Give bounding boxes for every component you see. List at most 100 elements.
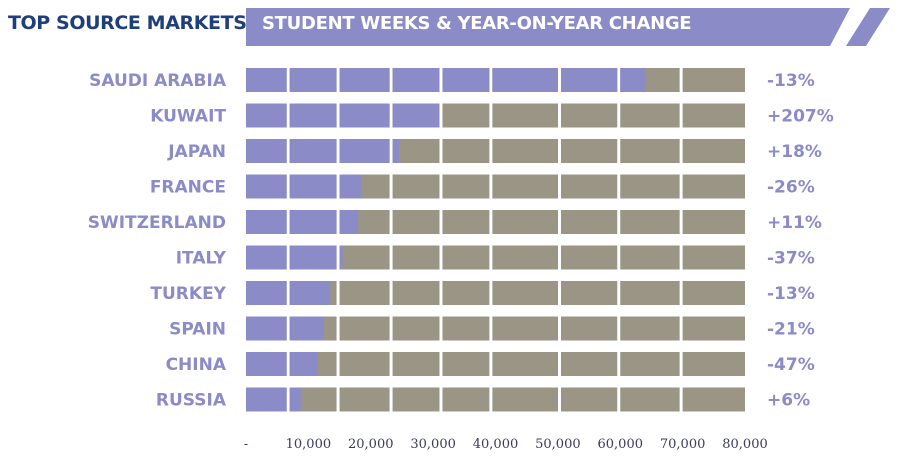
track-segment bbox=[682, 281, 745, 305]
x-tick-label: 30,000 bbox=[410, 437, 456, 452]
bar-segment bbox=[392, 68, 440, 92]
change-label: +207% bbox=[767, 107, 834, 127]
track-segment bbox=[392, 352, 440, 376]
track-segment bbox=[442, 174, 490, 199]
track-segment bbox=[492, 103, 558, 128]
track-segment bbox=[620, 245, 680, 270]
track-segment bbox=[560, 387, 618, 412]
track-segment bbox=[492, 387, 558, 412]
track-segment bbox=[442, 352, 490, 376]
track-segment bbox=[560, 281, 618, 305]
bar-segment bbox=[492, 68, 558, 92]
track-segment bbox=[442, 210, 490, 234]
change-label: -13% bbox=[767, 284, 815, 304]
change-label: -37% bbox=[767, 249, 815, 269]
track-segment bbox=[560, 210, 618, 234]
bar-segment bbox=[246, 316, 287, 341]
bar-segment bbox=[339, 210, 359, 234]
track-segment bbox=[620, 387, 680, 412]
x-tick-label: 80,000 bbox=[722, 437, 768, 452]
x-tick-label: - bbox=[244, 437, 248, 452]
category-label: JAPAN bbox=[167, 142, 226, 162]
bar-segment bbox=[246, 139, 287, 163]
title-banner bbox=[246, 8, 850, 46]
track-segment bbox=[492, 174, 558, 199]
track-segment bbox=[682, 68, 745, 92]
category-label: CHINA bbox=[166, 355, 227, 375]
track-segment bbox=[492, 281, 558, 305]
bar-segment bbox=[289, 68, 337, 92]
bar-segment bbox=[246, 68, 287, 92]
track-segment bbox=[492, 210, 558, 234]
track-segment bbox=[339, 352, 390, 376]
track-segment bbox=[682, 210, 745, 234]
track-segment bbox=[339, 387, 390, 412]
track-segment bbox=[392, 387, 440, 412]
bar-segment bbox=[392, 103, 440, 128]
track-segment bbox=[442, 387, 490, 412]
x-tick-label: 50,000 bbox=[535, 437, 581, 452]
change-label: +6% bbox=[767, 391, 810, 411]
track-segment bbox=[682, 103, 745, 128]
track-segment bbox=[442, 281, 490, 305]
bar-segment bbox=[392, 139, 399, 163]
track-segment bbox=[442, 103, 490, 128]
bar-segment bbox=[560, 68, 618, 92]
banner-slash-decoration bbox=[846, 8, 890, 46]
bar-segment bbox=[289, 103, 337, 128]
bar-segment bbox=[339, 139, 390, 163]
bar-segment bbox=[246, 103, 287, 128]
track-segment bbox=[339, 316, 390, 341]
category-label: ITALY bbox=[176, 249, 227, 269]
track-segment bbox=[492, 245, 558, 270]
track-segment bbox=[682, 387, 745, 412]
track-segment bbox=[442, 245, 490, 270]
track-segment bbox=[682, 174, 745, 199]
track-segment bbox=[392, 245, 440, 270]
track-segment bbox=[560, 316, 618, 341]
category-label: SAUDI ARABIA bbox=[89, 71, 227, 91]
track-segment bbox=[620, 139, 680, 163]
track-segment bbox=[682, 352, 745, 376]
category-label: RUSSIA bbox=[156, 391, 227, 411]
track-segment bbox=[392, 316, 440, 341]
track-segment bbox=[492, 139, 558, 163]
track-segment bbox=[492, 352, 558, 376]
bar-segment bbox=[289, 210, 337, 234]
bar-segment bbox=[246, 281, 287, 305]
bar-segment bbox=[246, 210, 287, 234]
change-label: -13% bbox=[767, 71, 815, 91]
track-segment bbox=[339, 281, 390, 305]
track-segment bbox=[682, 245, 745, 270]
x-tick-label: 40,000 bbox=[473, 437, 519, 452]
bar-segment bbox=[289, 352, 318, 376]
track-segment bbox=[682, 316, 745, 341]
track-segment bbox=[620, 281, 680, 305]
chart-title: STUDENT WEEKS & YEAR-ON-YEAR CHANGE bbox=[262, 13, 692, 34]
bar-segment bbox=[620, 68, 646, 92]
bar-segment bbox=[246, 245, 287, 270]
track-segment bbox=[392, 139, 440, 163]
track-segment bbox=[560, 174, 618, 199]
track-segment bbox=[339, 245, 390, 270]
bar-segment bbox=[289, 174, 337, 199]
track-segment bbox=[560, 245, 618, 270]
bar-segment bbox=[246, 174, 287, 199]
track-segment bbox=[442, 139, 490, 163]
bar-segment bbox=[289, 281, 331, 305]
category-label: TURKEY bbox=[150, 284, 226, 304]
change-label: -26% bbox=[767, 178, 815, 198]
track-segment bbox=[392, 281, 440, 305]
x-tick-label: 10,000 bbox=[286, 437, 332, 452]
bar-segment bbox=[289, 245, 337, 270]
track-segment bbox=[492, 316, 558, 341]
bar-segment bbox=[339, 245, 343, 270]
bar-segment bbox=[289, 387, 301, 412]
bar-segment bbox=[442, 68, 490, 92]
track-segment bbox=[682, 139, 745, 163]
x-tick-label: 60,000 bbox=[598, 437, 644, 452]
track-segment bbox=[560, 103, 618, 128]
x-tick-label: 20,000 bbox=[348, 437, 394, 452]
category-label: KUWAIT bbox=[150, 107, 226, 127]
